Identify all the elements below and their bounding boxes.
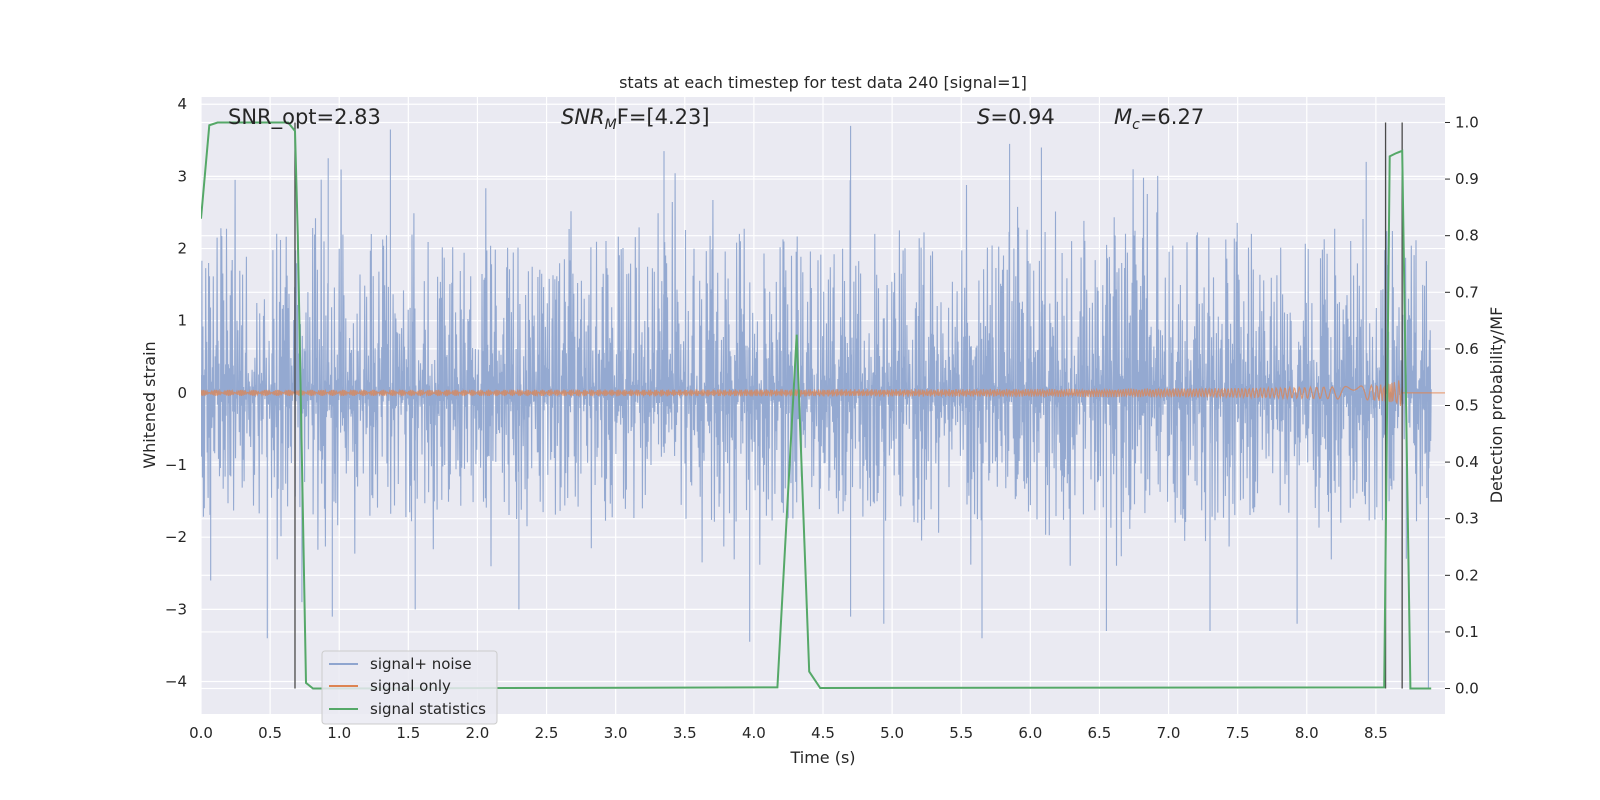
x-tick-label: 3.5: [673, 724, 697, 742]
y-right-tick-label: 0.9: [1455, 170, 1479, 188]
annotation-snr-mf: SNRMF=[4.23]: [561, 105, 710, 133]
signal-only-series: [201, 380, 1445, 407]
legend-label-signal: signal only: [370, 677, 451, 695]
x-tick-label: 6.5: [1088, 724, 1112, 742]
y-left-tick-label: 2: [177, 240, 187, 258]
y-left-ticks: 4 3 2 1 0 −1 −2 −3 −4: [165, 95, 187, 690]
y-left-tick-label: 3: [177, 167, 187, 185]
y-left-tick-label: −2: [165, 528, 187, 546]
annotation-snr-opt: SNR_opt=2.83: [228, 105, 381, 130]
legend: signal+ noise signal only signal statist…: [321, 650, 498, 725]
chart-title: stats at each timestep for test data 240…: [619, 73, 1027, 92]
x-axis-label: Time (s): [789, 748, 855, 767]
annotation-s: S=0.94: [977, 105, 1055, 129]
y-right-tick-label: 0.4: [1455, 453, 1479, 471]
y-right-tick-label: 0.1: [1455, 623, 1479, 641]
x-tick-label: 0.5: [258, 724, 282, 742]
y-axis-label-left: Whitened strain: [140, 341, 159, 468]
x-tick-label: 5.5: [949, 724, 973, 742]
y-left-tick-label: −3: [165, 600, 187, 618]
signal-only-trace: [201, 380, 1445, 407]
signal-statistics-line: [201, 121, 1432, 690]
legend-label-noise: signal+ noise: [370, 655, 472, 673]
x-tick-label: 7.5: [1226, 724, 1250, 742]
y-right-tick-label: 0.8: [1455, 227, 1479, 245]
x-tick-label: 0.0: [189, 724, 213, 742]
signal-statistics-series: [201, 121, 1432, 690]
y-axis-label-right: Detection probability/MF: [1487, 307, 1506, 504]
legend-label-stats: signal statistics: [370, 700, 486, 718]
y-left-tick-label: −1: [165, 456, 187, 474]
y-left-tick-label: 0: [177, 384, 187, 402]
x-tick-label: 1.5: [396, 724, 420, 742]
y-left-tick-label: 1: [177, 312, 187, 330]
y-right-tick-label: 0.6: [1455, 340, 1479, 358]
x-tick-label: 5.0: [880, 724, 904, 742]
x-tick-label: 4.0: [742, 724, 766, 742]
x-tick-label: 1.0: [327, 724, 351, 742]
x-tick-label: 7.0: [1157, 724, 1181, 742]
x-tick-label: 2.0: [466, 724, 490, 742]
annotation-mc: Mc=6.27: [1114, 105, 1204, 133]
y-right-tick-label: 0.3: [1455, 510, 1479, 528]
y-right-tick-label: 1.0: [1455, 113, 1479, 131]
y-right-tick-label: 0.7: [1455, 283, 1479, 301]
legend-box: [321, 650, 498, 725]
x-tick-label: 8.5: [1364, 724, 1388, 742]
x-tick-label: 8.0: [1295, 724, 1319, 742]
x-tick-label: 3.0: [604, 724, 628, 742]
y-right-tick-label: 0.2: [1455, 566, 1479, 584]
y-right-ticks: 1.0 0.9 0.8 0.7 0.6 0.5 0.4 0.3 0.2 0.1 0.0: [1445, 113, 1479, 698]
x-tick-label: 4.5: [811, 724, 835, 742]
y-right-tick-label: 0.5: [1455, 397, 1479, 415]
x-ticks: 0.0 0.5 1.0 1.5 2.0 2.5 3.0 3.5 4.0 4.5 5.0 5.5 6.0 6…: [189, 724, 1388, 742]
y-left-tick-label: −4: [165, 673, 187, 691]
y-left-tick-label: 4: [177, 95, 187, 113]
x-tick-label: 6.0: [1018, 724, 1042, 742]
y-right-tick-label: 0.0: [1455, 680, 1479, 698]
x-tick-label: 2.5: [535, 724, 559, 742]
